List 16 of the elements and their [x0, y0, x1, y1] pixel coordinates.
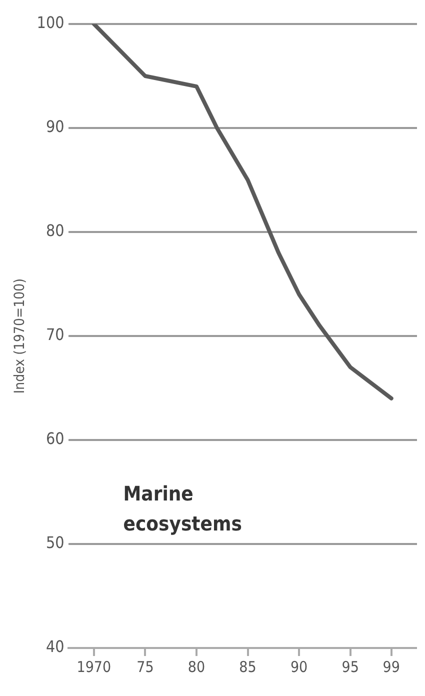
- x-tick-label: 85: [239, 658, 256, 676]
- x-tick-label: 90: [290, 658, 308, 676]
- y-tick-label: 80: [46, 221, 64, 240]
- x-tick-label: 99: [382, 658, 400, 676]
- y-axis-title: Index (1970=100): [12, 278, 28, 394]
- y-tick-label: 70: [46, 325, 64, 344]
- x-tick-label: 80: [188, 658, 206, 676]
- text: Marine ecosystems: [123, 481, 242, 536]
- x-tick-label: 95: [342, 658, 359, 676]
- x-tick-label: 75: [136, 658, 154, 676]
- y-tick-label: 40: [46, 637, 64, 656]
- y-tick-label: 50: [46, 533, 64, 552]
- y-tick-label: 60: [46, 429, 64, 448]
- x-tick-label: 1970: [76, 658, 112, 676]
- y-tick-label: 90: [46, 117, 64, 136]
- y-tick-label: 100: [36, 13, 64, 32]
